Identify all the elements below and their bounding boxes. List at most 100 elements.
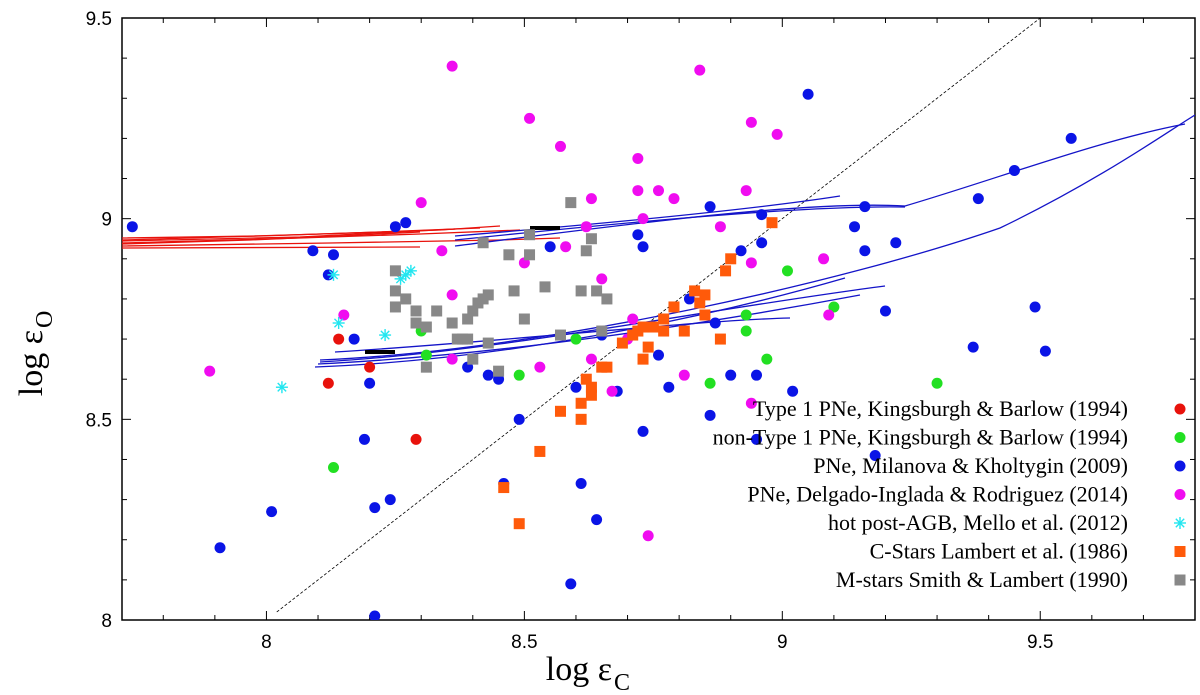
data-point (699, 289, 711, 301)
data-point (379, 329, 392, 342)
data-point (482, 337, 494, 349)
data-point (745, 397, 757, 409)
y-tick-label: 8 (101, 611, 112, 632)
data-point (462, 333, 474, 345)
data-point (704, 201, 716, 213)
data-point (678, 325, 690, 337)
data-point (642, 530, 654, 542)
data-point (689, 285, 701, 297)
data-point (467, 353, 479, 365)
data-point (534, 445, 546, 457)
data-point (1039, 345, 1051, 357)
series-6 (389, 197, 613, 377)
data-point (364, 361, 376, 373)
data-point (560, 241, 572, 253)
data-point (369, 502, 381, 514)
series-2 (126, 88, 1077, 620)
data-point (720, 265, 732, 277)
data-point (637, 425, 649, 437)
data-point (410, 305, 422, 317)
data-point (585, 353, 597, 365)
data-point (420, 349, 432, 361)
data-point (400, 293, 412, 305)
data-point (678, 369, 690, 381)
data-point (204, 365, 216, 377)
data-point (766, 217, 778, 229)
data-point (477, 237, 489, 249)
data-point (756, 209, 768, 221)
series-3 (204, 60, 835, 542)
data-point (446, 289, 458, 301)
data-point (818, 253, 830, 265)
data-point (632, 229, 644, 241)
data-point (338, 309, 350, 321)
data-point (658, 325, 670, 337)
data-point (637, 241, 649, 253)
data-point (616, 337, 628, 349)
data-point (668, 193, 680, 205)
data-point (601, 361, 613, 373)
data-point (389, 301, 401, 313)
data-point (415, 197, 427, 209)
data-point (554, 329, 566, 341)
x-tick-label: 8.5 (511, 632, 537, 653)
data-point (585, 381, 597, 393)
data-point (931, 377, 943, 389)
data-point (539, 281, 551, 293)
data-point (322, 377, 334, 389)
model-tracks-black (365, 226, 560, 354)
legend-marker (1174, 460, 1186, 472)
data-point (384, 494, 396, 506)
series-0 (322, 333, 422, 445)
legend-marker (1174, 403, 1186, 415)
data-point (436, 245, 448, 257)
data-point (714, 221, 726, 233)
data-point (275, 381, 288, 394)
data-point (389, 285, 401, 297)
data-point (637, 353, 649, 365)
data-point (554, 405, 566, 417)
data-point (575, 413, 587, 425)
data-point (1029, 301, 1041, 313)
data-point (410, 317, 422, 329)
x-tick-label: 9 (777, 632, 788, 653)
legend-label: Type 1 PNe, Kingsburgh & Barlow (1994) (753, 396, 1128, 421)
data-point (513, 369, 525, 381)
y-tick-label: 9.5 (86, 9, 112, 30)
legend-label: C-Stars Lambert et al. (1986) (870, 539, 1128, 564)
data-point (663, 381, 675, 393)
data-point (482, 289, 494, 301)
data-point (740, 185, 752, 197)
data-point (332, 317, 345, 330)
data-point (462, 313, 474, 325)
legend-marker (1174, 489, 1186, 500)
data-point (585, 193, 597, 205)
data-point (751, 369, 763, 381)
legend-label: PNe, Delgado-Inglada & Rodriguez (2014) (747, 482, 1128, 507)
data-point (369, 610, 381, 620)
data-point (828, 301, 840, 313)
data-point (214, 542, 226, 554)
data-point (508, 285, 520, 297)
data-point (802, 88, 814, 100)
data-point (400, 217, 412, 229)
data-point (756, 237, 768, 249)
data-point (653, 185, 664, 197)
data-point (534, 361, 546, 373)
data-point (580, 373, 592, 385)
data-point (735, 245, 747, 257)
data-point (740, 309, 752, 321)
data-point (575, 478, 587, 490)
data-point (580, 245, 592, 257)
data-point (647, 321, 659, 333)
data-point (446, 60, 458, 72)
data-point (446, 317, 458, 329)
y-tick-label: 8.5 (86, 410, 112, 431)
data-point (575, 397, 587, 409)
data-point (637, 321, 649, 333)
data-point (745, 116, 757, 128)
legend-marker (1174, 574, 1186, 586)
data-point (725, 369, 737, 381)
data-point (606, 385, 618, 397)
